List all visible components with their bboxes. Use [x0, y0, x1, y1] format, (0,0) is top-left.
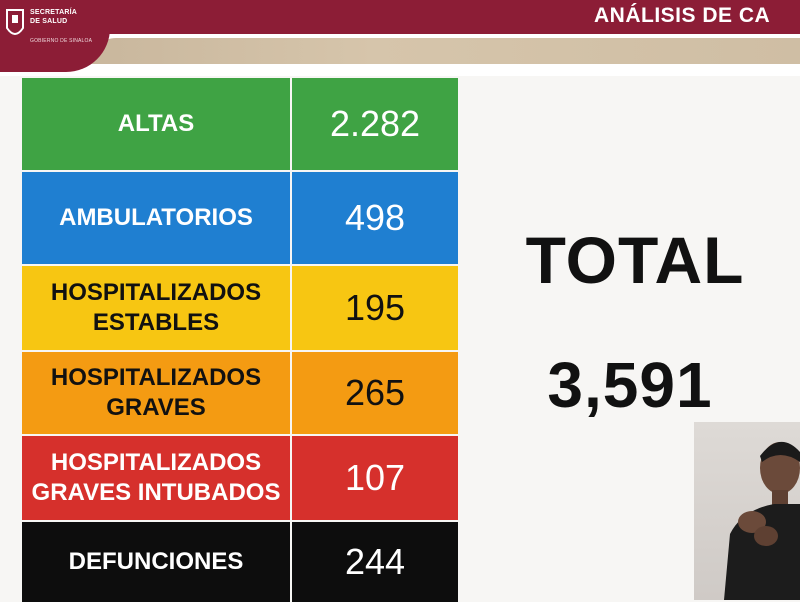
row-value: 498: [292, 172, 458, 264]
logo-text: SECRETARÍA DE SALUD: [30, 8, 77, 26]
cases-table: ALTAS 2.282 AMBULATORIOS 498 HOSPITALIZA…: [22, 78, 458, 602]
row-label: AMBULATORIOS: [22, 172, 290, 264]
table-row-hospitalizados-graves: HOSPITALIZADOS GRAVES 265: [22, 352, 458, 434]
total-value: 3,591: [547, 349, 713, 421]
header-maroon-bar: [0, 0, 800, 34]
row-value: 265: [292, 352, 458, 434]
header-title: ANÁLISIS DE CA: [594, 4, 771, 27]
row-label: HOSPITALIZADOS ESTABLES: [22, 266, 290, 350]
logo-line-1: SECRETARÍA: [30, 9, 77, 16]
row-label: HOSPITALIZADOS GRAVES INTUBADOS: [22, 436, 290, 520]
header-gold-bar: [90, 38, 800, 64]
table-row-altas: ALTAS 2.282: [22, 78, 458, 170]
row-label-line-2: GRAVES: [106, 394, 206, 421]
table-row-hospitalizados-estables: HOSPITALIZADOS ESTABLES 195: [22, 266, 458, 350]
row-label-line-2: ESTABLES: [92, 309, 220, 336]
row-label-line-2: GRAVES INTUBADOS: [31, 479, 281, 506]
row-label-line-1: HOSPITALIZADOS: [50, 364, 262, 391]
row-label-line-1: HOSPITALIZADOS: [50, 279, 262, 306]
logo-line-2: DE SALUD: [30, 18, 68, 25]
shield-emblem-icon: [6, 9, 24, 35]
row-value: 195: [292, 266, 458, 350]
logo-subtitle: GOBIERNO DE SINALOA: [30, 38, 93, 44]
table-row-defunciones: DEFUNCIONES 244: [22, 522, 458, 602]
row-label: DEFUNCIONES: [22, 522, 290, 602]
table-row-ambulatorios: AMBULATORIOS 498: [22, 172, 458, 264]
table-row-hospitalizados-graves-intubados: HOSPITALIZADOS GRAVES INTUBADOS 107: [22, 436, 458, 520]
logo: SECRETARÍA DE SALUD GOBIERNO DE SINALOA: [0, 0, 110, 72]
row-label-line-1: DEFUNCIONES: [68, 548, 244, 575]
row-label: HOSPITALIZADOS GRAVES: [22, 352, 290, 434]
row-value: 107: [292, 436, 458, 520]
row-label-line-1: ALTAS: [117, 110, 195, 137]
row-value: 2.282: [292, 78, 458, 170]
row-label: ALTAS: [22, 78, 290, 170]
sign-language-interpreter-video: [694, 422, 800, 600]
header-banner: SECRETARÍA DE SALUD GOBIERNO DE SINALOA …: [0, 0, 800, 76]
row-value: 244: [292, 522, 458, 602]
row-label-line-1: HOSPITALIZADOS: [50, 449, 262, 476]
interpreter-figure-icon: [724, 441, 800, 600]
total-label: TOTAL: [525, 223, 745, 297]
row-label-line-1: AMBULATORIOS: [59, 204, 253, 231]
